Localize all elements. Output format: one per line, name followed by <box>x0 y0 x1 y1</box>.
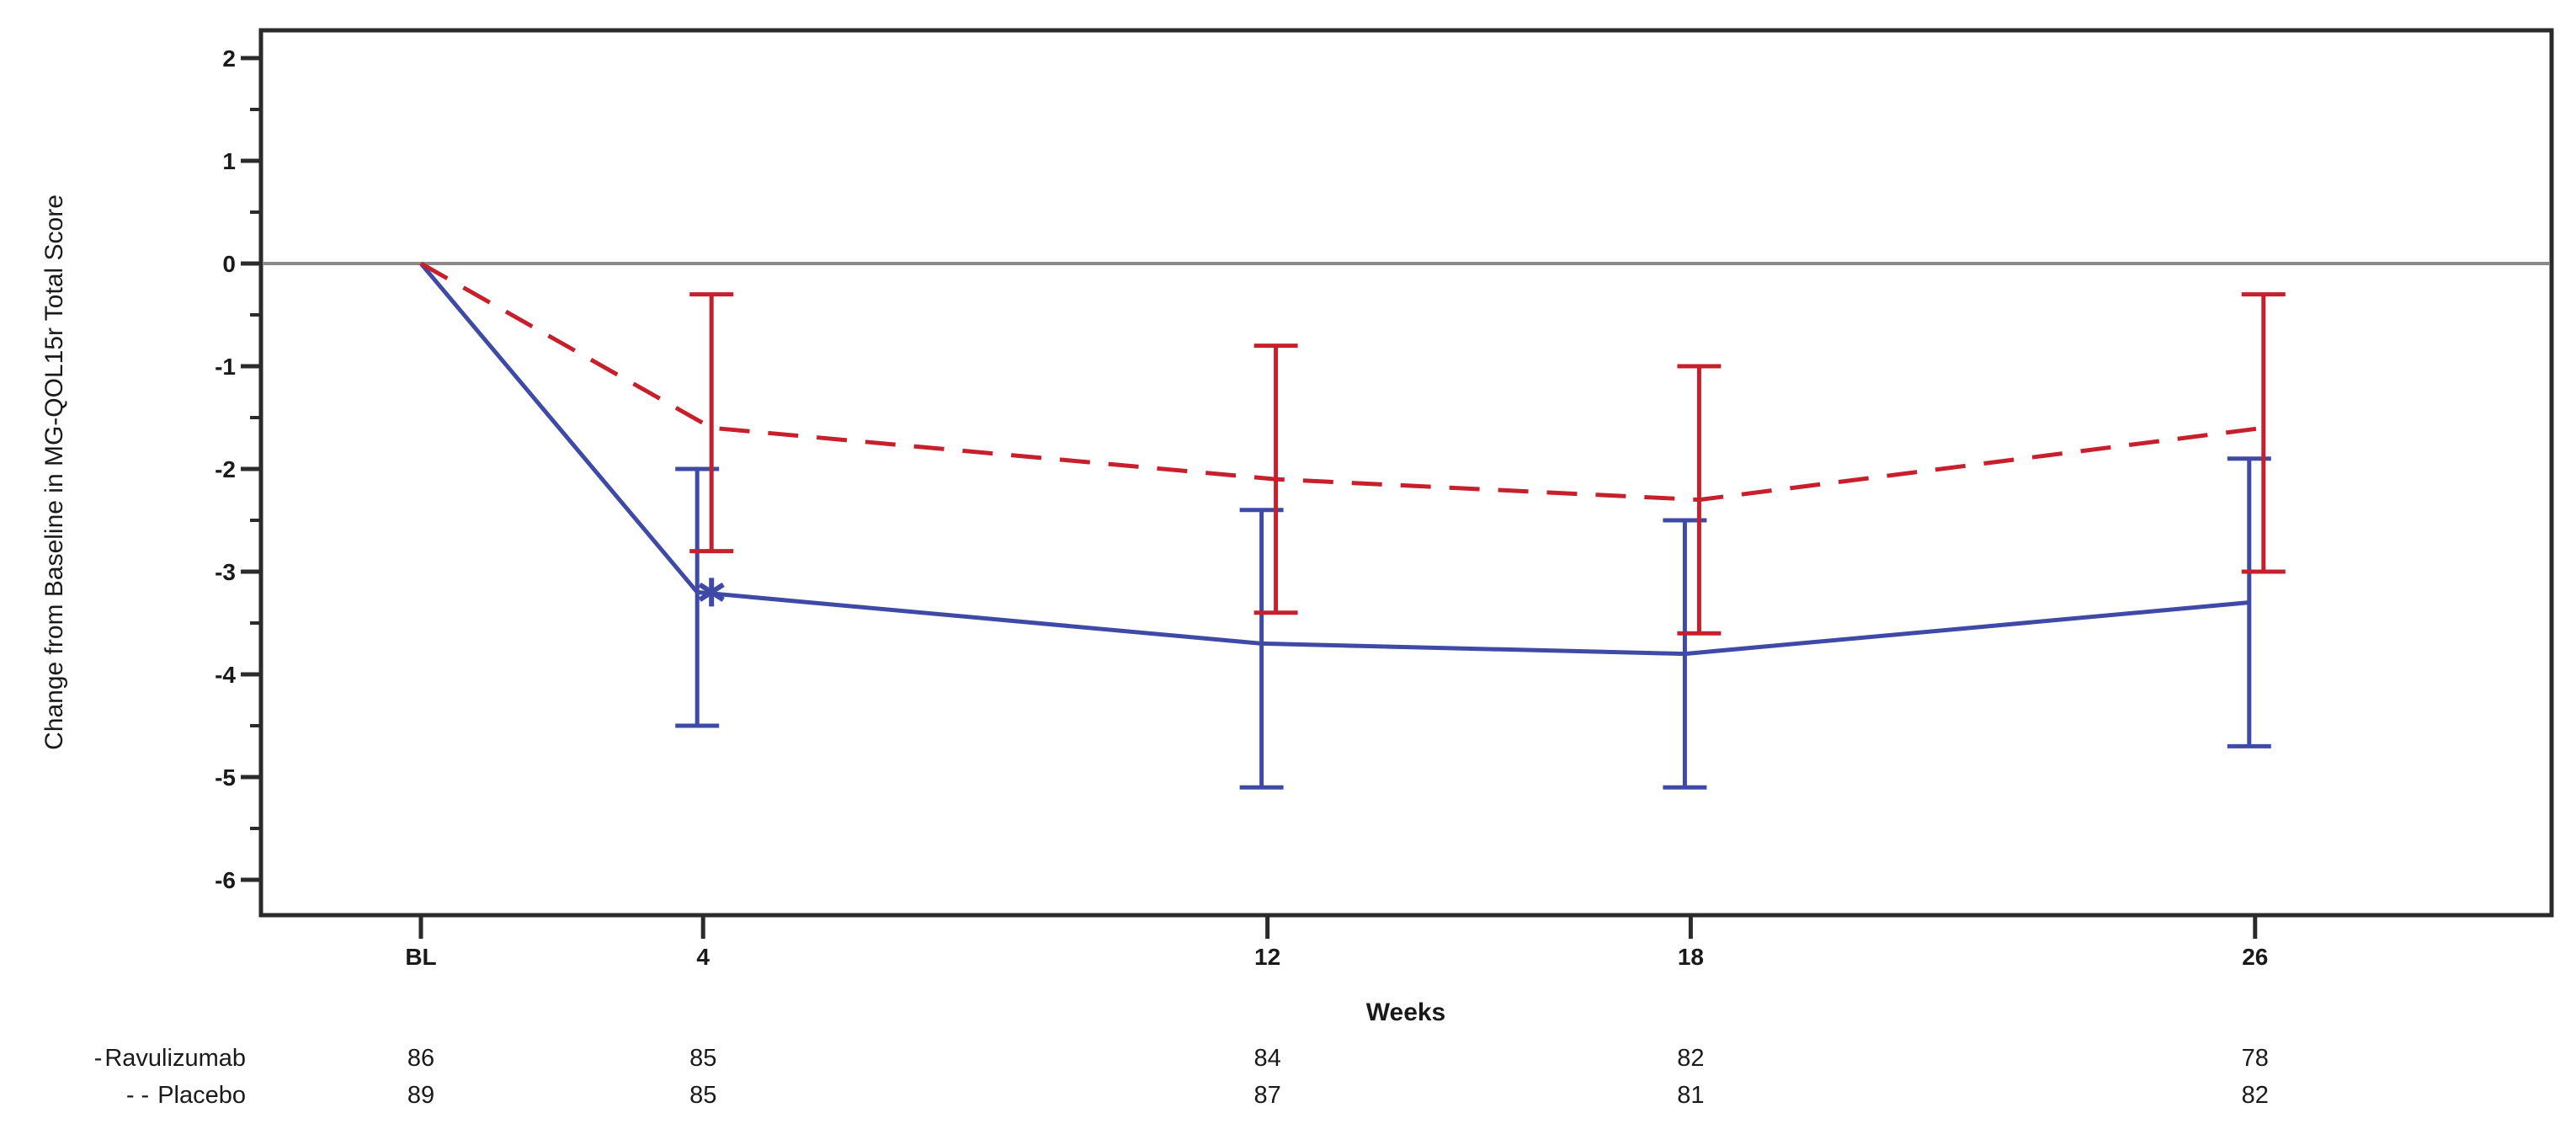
asterisk-arm <box>698 582 725 602</box>
n-at-visit-placebo: 82 <box>2242 1082 2269 1109</box>
legend-row-ravulizumab: - Ravulizumab <box>94 1045 246 1072</box>
series-line-ravulizumab <box>419 262 2250 657</box>
y-tick-label: -3 <box>215 559 236 585</box>
error-bar-placebo-week-4 <box>689 292 734 554</box>
y-tick-label: -6 <box>215 867 236 893</box>
ravulizumab-legend-label: Ravulizumab <box>104 1045 246 1072</box>
n-at-visit-ravulizumab: 78 <box>2242 1045 2269 1072</box>
y-tick-label: 0 <box>222 251 236 277</box>
placebo-legend-label: Placebo <box>157 1082 246 1109</box>
x-tick-label: 18 <box>1678 944 1704 970</box>
y-axis-title: Change from Baseline in MG-QOL15r Total … <box>40 194 68 750</box>
error-bar-placebo-week-26 <box>2241 292 2286 574</box>
x-tick-label: 26 <box>2242 944 2268 970</box>
y-tick-label: 2 <box>222 45 236 72</box>
n-at-visit-placebo: 89 <box>407 1082 434 1109</box>
n-at-visit-placebo: 87 <box>1253 1082 1280 1109</box>
legend-row-placebo: - - Placebo <box>126 1082 246 1109</box>
n-at-visit-ravulizumab: 84 <box>1253 1045 1280 1072</box>
n-at-visit-ravulizumab: 85 <box>689 1045 716 1072</box>
y-tick-label: -5 <box>215 764 236 791</box>
n-at-visit-placebo: 81 <box>1677 1082 1704 1109</box>
y-tick-label: 1 <box>222 148 236 174</box>
n-at-visit-ravulizumab: 86 <box>407 1045 434 1072</box>
plot-frame <box>258 28 2554 918</box>
y-tick-label: -1 <box>215 354 236 380</box>
x-tick-label: BL <box>405 944 436 970</box>
placebo-line-marker: - - <box>126 1082 149 1109</box>
series-line-placebo <box>419 261 2265 503</box>
ravulizumab-line-marker: - <box>94 1045 103 1072</box>
y-tick-label: -4 <box>215 662 236 688</box>
x-tick-label: 12 <box>1254 944 1280 970</box>
n-at-visit-placebo: 85 <box>689 1082 716 1109</box>
n-at-visit-ravulizumab: 82 <box>1677 1045 1704 1072</box>
y-tick-label: -2 <box>215 456 236 482</box>
significance-asterisk <box>698 578 725 607</box>
x-axis-title: Weeks <box>1366 999 1446 1026</box>
x-tick-label: 4 <box>696 944 710 970</box>
